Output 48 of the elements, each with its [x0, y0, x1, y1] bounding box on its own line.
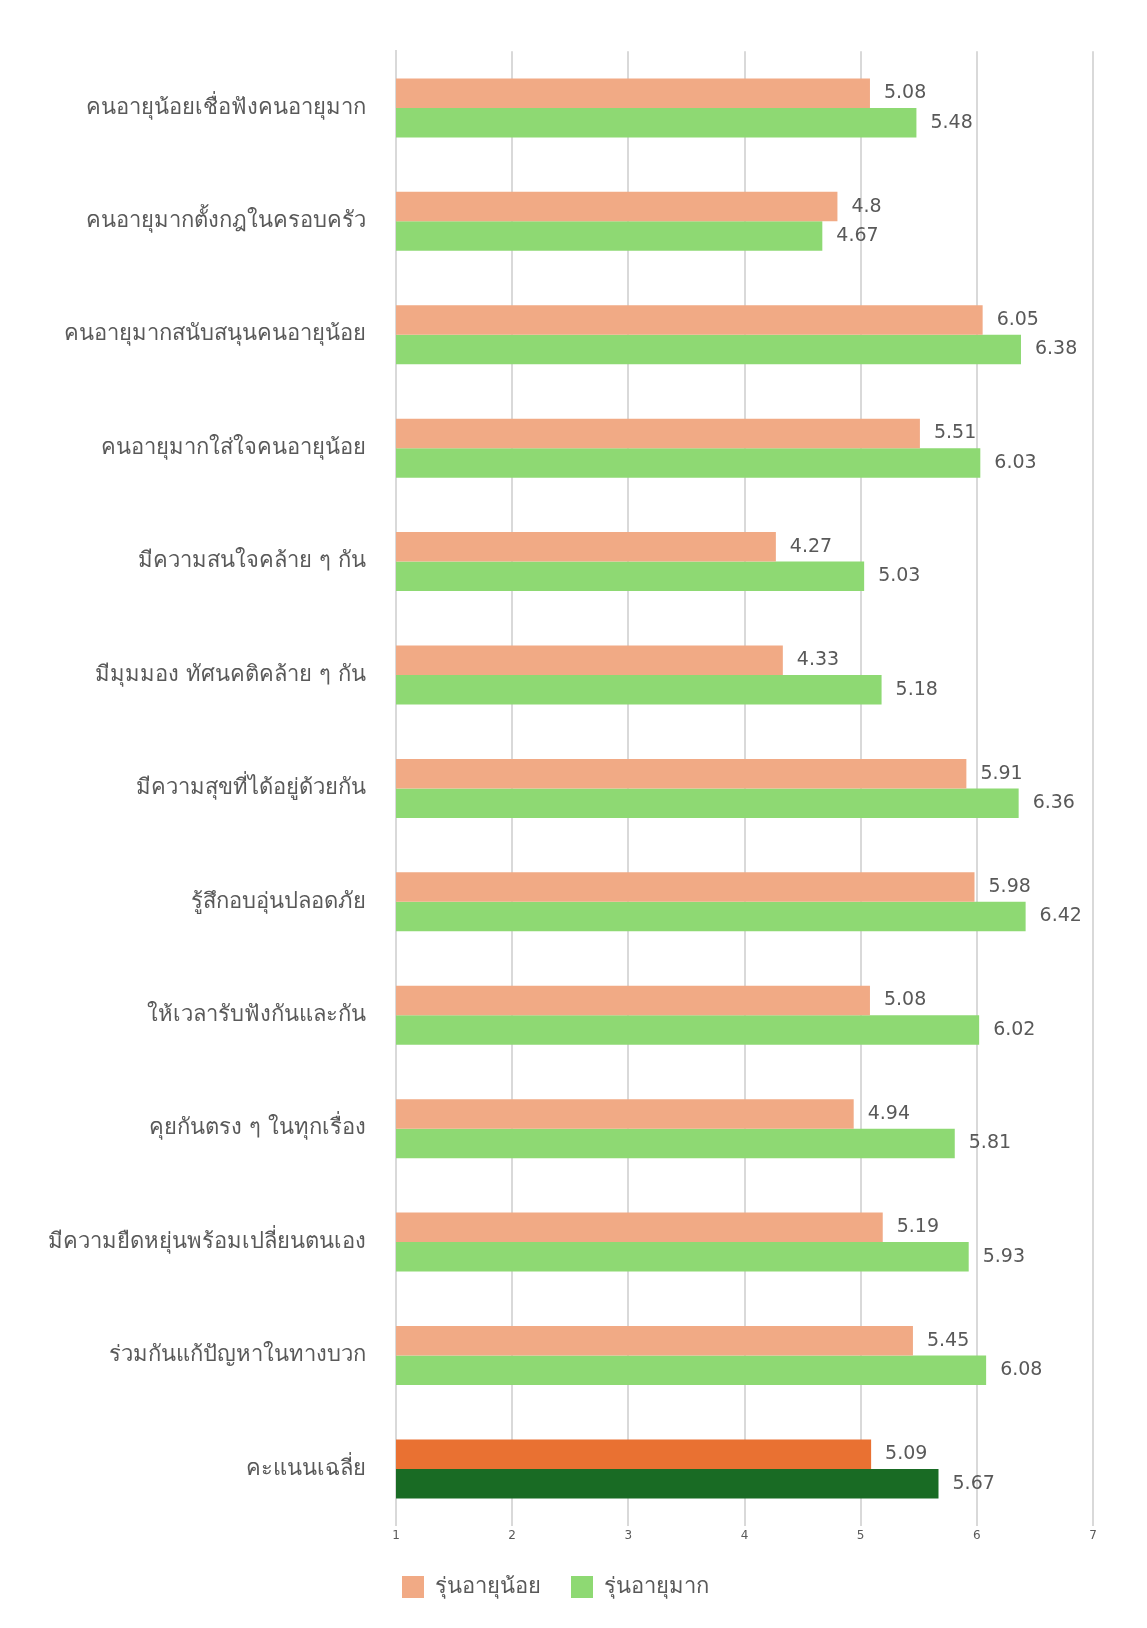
- y-tick-label: รู้สึกอบอุ่นปลอดภัย: [191, 887, 366, 914]
- y-tick-label: มีมุมมอง ทัศนคติคล้าย ๆ กัน: [95, 660, 366, 687]
- y-tick-label: ให้เวลารับฟังกันและกัน: [147, 1000, 366, 1026]
- data-label: 6.08: [1000, 1357, 1043, 1380]
- data-label: 6.03: [994, 449, 1037, 472]
- x-tick-label: 1: [392, 1527, 400, 1542]
- legend-label: รุ่นอายุมาก: [604, 1572, 709, 1599]
- x-tick-label: 6: [973, 1527, 981, 1542]
- x-tick-label: 4: [740, 1527, 749, 1542]
- y-tick-label: คนอายุมากตั้งกฎในครอบครัว: [86, 204, 366, 234]
- data-label: 5.93: [982, 1243, 1026, 1266]
- y-tick-label: มีความสนใจคล้าย ๆ กัน: [138, 547, 366, 573]
- data-label: 5.45: [926, 1327, 970, 1350]
- data-label: 5.03: [878, 563, 921, 586]
- data-label: 5.98: [988, 874, 1031, 897]
- data-label: 5.67: [952, 1470, 995, 1493]
- data-label: 5.51: [933, 420, 977, 443]
- y-tick-label: ร่วมกันแก้ปัญหาในทางบวก: [109, 1341, 366, 1367]
- data-label: 4.33: [796, 647, 840, 670]
- data-label: 5.91: [980, 760, 1023, 783]
- data-label: 4.8: [851, 193, 882, 216]
- y-tick-label: มีความสุขที่ได้อยู่ด้วยกัน: [136, 771, 366, 801]
- data-label: 6.36: [1032, 790, 1075, 813]
- data-label: 6.38: [1034, 336, 1078, 359]
- y-tick-label: คะแนนเฉลี่ย: [246, 1451, 366, 1480]
- data-label: 6.05: [996, 306, 1039, 329]
- data-label: 4.27: [789, 533, 833, 556]
- x-tick-label: 3: [624, 1527, 633, 1542]
- x-tick-label: 5: [856, 1527, 865, 1542]
- y-tick-label: คุยกันตรง ๆ ในทุกเรื่อง: [149, 1111, 366, 1141]
- data-label: 5.19: [896, 1214, 940, 1237]
- y-tick-label: คนอายุน้อยเชื่อฟังคนอายุมาก: [86, 90, 366, 120]
- data-label: 6.02: [993, 1016, 1036, 1039]
- data-label: 6.42: [1039, 903, 1082, 926]
- data-label: 5.18: [895, 676, 938, 699]
- x-tick-label: 2: [508, 1527, 516, 1542]
- data-label: 5.09: [885, 1441, 928, 1464]
- y-tick-label: มีความยืดหยุ่นพร้อมเปลี่ยนตนเอง: [48, 1224, 366, 1254]
- y-tick-label: คนอายุมากใส่ใจคนอายุน้อย: [101, 433, 366, 460]
- data-label: 5.48: [930, 109, 973, 132]
- y-tick-label: คนอายุมากสนับสนุนคนอายุน้อย: [64, 320, 366, 347]
- data-label: 5.81: [968, 1130, 1012, 1153]
- data-label: 4.67: [836, 223, 879, 245]
- x-tick-label: 7: [1089, 1527, 1097, 1542]
- data-label: 4.94: [867, 1100, 911, 1123]
- legend-label: รุ่นอายุน้อย: [435, 1572, 541, 1599]
- data-label: 5.08: [883, 80, 927, 103]
- data-label: 5.08: [883, 987, 927, 1010]
